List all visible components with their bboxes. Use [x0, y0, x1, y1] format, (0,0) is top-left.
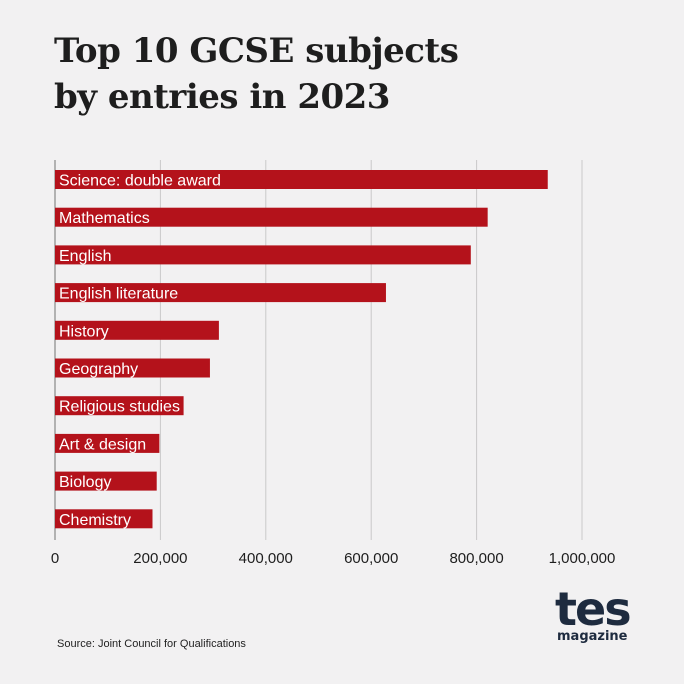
bar-label-7: Art & design [59, 436, 146, 453]
bar-0 [55, 170, 548, 189]
chart-title: Top 10 GCSE subjects by entries in 2023 [54, 28, 459, 120]
bar-1 [55, 207, 488, 227]
x-tick-labels: 0 200,000 400,000 600,000 800,000 1,000,000 [51, 550, 616, 567]
bar-8 [55, 471, 157, 491]
bar-label-4: History [59, 323, 109, 340]
bar-label-1: Mathematics [59, 210, 150, 227]
bar-label-6: Religious studies [59, 399, 180, 416]
bar-label-8: Biology [59, 474, 111, 491]
bar-5 [55, 358, 210, 378]
x-tick-label-2: 400,000 [239, 550, 293, 567]
bars: Science: double award Mathematics English E… [55, 170, 548, 529]
bar-3 [55, 283, 386, 303]
bar-9 [55, 509, 153, 529]
bar-6 [55, 396, 184, 416]
bar-7 [55, 433, 160, 453]
x-tick-label-0: 0 [51, 550, 59, 567]
bar-4 [55, 320, 219, 340]
logo-word: tes [555, 582, 632, 636]
source-note: Source: Joint Council for Qualifications [57, 638, 246, 650]
x-tick-label-5: 1,000,000 [549, 550, 616, 567]
chart-title-line-2: by entries in 2023 [54, 77, 390, 117]
bar-label-0: Science: double award [59, 173, 221, 190]
x-tick-label-3: 600,000 [344, 550, 398, 567]
chart-title-line-1: Top 10 GCSE subjects [54, 31, 459, 71]
x-tick-label-1: 200,000 [133, 550, 187, 567]
tes-magazine-logo: tes magazine [555, 582, 632, 644]
x-tick-label-4: 800,000 [449, 550, 503, 567]
bar-label-3: English literature [59, 286, 178, 303]
bar-label-9: Chemistry [59, 512, 131, 529]
bar-label-2: English [59, 248, 111, 265]
bar-2 [55, 245, 471, 265]
logo-subtitle: magazine [557, 629, 628, 644]
bar-label-5: Geography [59, 361, 138, 378]
